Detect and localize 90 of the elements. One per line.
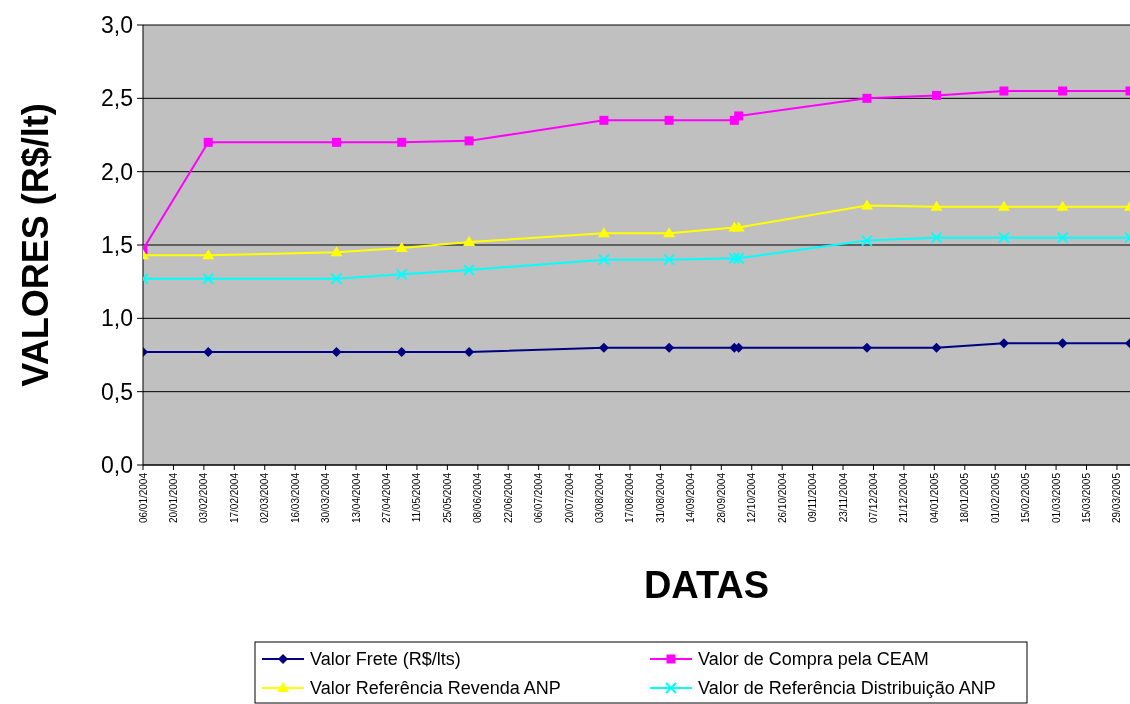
point: [931, 342, 942, 353]
point: [1058, 86, 1068, 96]
point: [862, 93, 872, 103]
y-tick-label: 2,0: [101, 158, 133, 185]
legend-label: Valor Referência Revenda ANP: [310, 678, 561, 699]
point: [598, 342, 609, 353]
point: [663, 227, 676, 238]
x-tick-label: 08/06/2004: [472, 472, 484, 524]
y-tick-label: 2,5: [101, 85, 133, 112]
point: [330, 246, 343, 257]
x-tick-label: 31/08/2004: [654, 472, 666, 524]
point: [663, 253, 676, 266]
x-tick-label: 29/03/2005: [1111, 472, 1123, 524]
point: [734, 111, 744, 121]
x-tick-label: 25/05/2004: [441, 472, 453, 524]
x-tick-label: 09/11/2004: [807, 472, 819, 523]
point: [728, 252, 741, 265]
x-tick-label: 22/06/2004: [502, 472, 514, 524]
point: [202, 272, 215, 285]
x-tick-label: 20/07/2004: [563, 472, 575, 524]
x-axis-title: DATAS: [643, 564, 770, 606]
x-tick-label: 01/03/2005: [1050, 472, 1062, 524]
x-tick-label: 27/04/2004: [380, 472, 392, 524]
x-tick-label: 15/02/2005: [1020, 472, 1032, 524]
point: [664, 342, 675, 353]
x-tick-label: 23/11/2004: [837, 472, 849, 523]
point: [395, 241, 408, 252]
y-tick-label: 0,5: [101, 378, 133, 405]
x-tick-label: 30/03/2004: [320, 472, 332, 524]
x-tick-label: 16/03/2004: [289, 472, 301, 524]
point: [1057, 338, 1068, 349]
x-tick-label: 28/09/2004: [715, 472, 727, 524]
x-tick-label: 20/01/2004: [167, 472, 179, 524]
x-tick-label: 15/03/2005: [1081, 472, 1093, 524]
legend-label: Valor de Referência Distribuição ANP: [698, 678, 996, 699]
y-tick-label: 1,0: [101, 305, 133, 332]
point: [597, 227, 610, 238]
point: [331, 347, 342, 358]
point: [1056, 231, 1069, 244]
x-tick-label: 02/03/2004: [259, 472, 271, 524]
x-tick-label: 11/05/2004: [411, 472, 423, 523]
point: [464, 136, 474, 146]
point: [664, 115, 674, 125]
x-tick-label: 07/12/2004: [867, 472, 879, 524]
x-tick-label: 06/01/2004: [137, 472, 149, 524]
point: [932, 90, 942, 100]
point: [930, 200, 943, 211]
point: [997, 200, 1010, 211]
point: [464, 347, 475, 358]
point: [463, 263, 476, 276]
legend-label: Valor de Compra pela CEAM: [698, 649, 929, 670]
y-tick-label: 3,0: [101, 12, 133, 39]
point: [597, 253, 610, 266]
point: [203, 137, 213, 147]
point: [396, 347, 407, 358]
x-tick-label: 14/09/2004: [685, 472, 697, 524]
x-tick-label: 21/12/2004: [898, 472, 910, 524]
y-tick-label: 1,5: [101, 232, 133, 259]
x-tick-label: 13/04/2004: [350, 472, 362, 524]
point: [732, 221, 745, 232]
point: [997, 231, 1010, 244]
point: [861, 342, 872, 353]
y-tick-label: 0,0: [101, 452, 133, 479]
x-tick-label: 01/02/2005: [989, 472, 1001, 524]
point: [860, 199, 873, 210]
point: [203, 347, 214, 358]
x-tick-label: 12/10/2004: [746, 472, 758, 524]
x-tick-label: 04/01/2005: [928, 472, 940, 524]
x-tick-label: 26/10/2004: [776, 472, 788, 524]
point: [202, 249, 215, 260]
y-axis-title: VALORES (R$/lt): [15, 103, 56, 387]
point: [860, 234, 873, 247]
point: [330, 272, 343, 285]
legend-label: Valor Frete (R$/lts): [310, 649, 461, 670]
x-tick-label: 03/08/2004: [594, 472, 606, 524]
point: [732, 252, 745, 265]
x-tick-label: 17/02/2004: [228, 472, 240, 524]
x-tick-label: 03/02/2004: [198, 472, 210, 524]
point: [930, 231, 943, 244]
x-tick-label: 06/07/2004: [533, 472, 545, 524]
point: [395, 268, 408, 281]
point: [1056, 200, 1069, 211]
point: [463, 236, 476, 247]
point: [331, 137, 341, 147]
point: [599, 115, 609, 125]
point: [999, 86, 1009, 96]
x-tick-label: 17/08/2004: [624, 472, 636, 524]
point: [397, 137, 407, 147]
point: [998, 338, 1009, 349]
x-tick-label: 18/01/2005: [959, 472, 971, 524]
